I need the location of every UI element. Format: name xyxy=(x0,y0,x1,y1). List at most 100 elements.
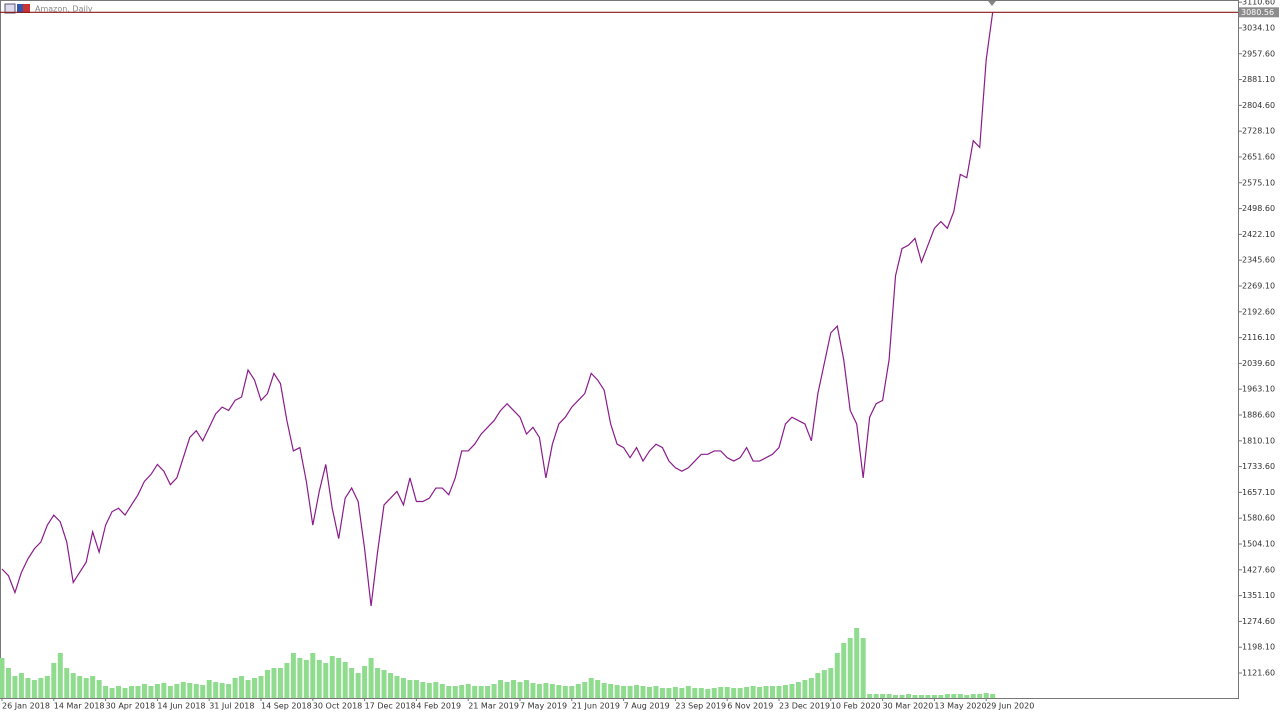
volume-bar xyxy=(912,695,918,698)
volume-bar xyxy=(388,673,393,698)
y-tick-label: 2039.60 xyxy=(1242,359,1275,368)
volume-bar xyxy=(439,684,445,698)
volume-bar xyxy=(310,653,316,698)
volume-bar xyxy=(893,695,899,698)
volume-bar xyxy=(284,663,290,698)
volume-bar xyxy=(271,668,277,698)
volume-bar xyxy=(757,687,763,698)
volume-bar xyxy=(931,695,937,698)
volume-bar xyxy=(614,685,620,698)
x-tick-label: 30 Mar 2020 xyxy=(883,702,934,711)
volume-bar xyxy=(239,676,245,698)
y-tick-label: 1351.10 xyxy=(1242,591,1275,600)
y-tick-label: 1810.10 xyxy=(1242,436,1275,445)
x-tick-label: 7 Aug 2019 xyxy=(624,702,670,711)
volume-bar xyxy=(647,687,652,698)
volume-bar xyxy=(485,686,491,698)
y-tick-label: 1198.10 xyxy=(1242,643,1275,652)
plot-frame xyxy=(0,0,1239,699)
x-tick-label: 14 Mar 2018 xyxy=(54,702,105,711)
volume-bar xyxy=(109,688,115,698)
volume-bar xyxy=(582,682,588,698)
volume-bar xyxy=(446,686,452,698)
volume-bar xyxy=(407,680,413,698)
y-tick-label: 2804.60 xyxy=(1242,101,1275,110)
x-tick-label: 30 Apr 2018 xyxy=(106,702,155,711)
x-tick-label: 23 Dec 2019 xyxy=(779,702,830,711)
volume-bar xyxy=(828,668,834,698)
volume-bar xyxy=(57,653,63,698)
volume-bar xyxy=(303,660,309,698)
y-tick-label: 1657.10 xyxy=(1242,488,1275,497)
volume-bar xyxy=(918,695,924,698)
x-tick-label: 31 Jul 2018 xyxy=(209,702,254,711)
volume-bar xyxy=(336,658,342,698)
volume-bar xyxy=(938,695,944,698)
y-tick-label: 3110.60 xyxy=(1242,0,1275,7)
x-tick-label: 26 Jan 2018 xyxy=(2,702,50,711)
volume-bar xyxy=(400,678,406,698)
icon xyxy=(23,4,30,13)
volume-bar xyxy=(906,694,911,698)
volume-bar xyxy=(944,694,950,698)
volume-bar xyxy=(588,678,594,698)
volume-bar xyxy=(44,676,50,698)
y-tick-label: 2957.60 xyxy=(1242,49,1275,58)
x-tick-label: 23 Sep 2019 xyxy=(675,702,726,711)
y-tick-label: 1580.60 xyxy=(1242,514,1275,523)
volume-bar xyxy=(219,683,225,698)
volume-bar xyxy=(433,682,439,698)
volume-bar xyxy=(5,668,11,698)
volume-bar xyxy=(808,678,814,698)
volume-bar xyxy=(873,694,879,698)
volume-bar xyxy=(705,689,711,698)
volume-bar xyxy=(498,680,504,698)
volume-bar xyxy=(329,656,335,698)
x-tick-label: 14 Jun 2018 xyxy=(157,702,205,711)
volume-bar xyxy=(472,686,478,698)
x-tick-label: 10 Feb 2020 xyxy=(831,702,881,711)
volume-bar xyxy=(290,653,296,698)
volume-bar xyxy=(141,684,147,698)
volume-bar xyxy=(854,628,860,698)
volume-bar xyxy=(459,685,465,698)
volume-bar xyxy=(815,673,821,698)
volume-bar xyxy=(25,678,31,698)
volume-bar xyxy=(562,686,568,698)
volume-bar xyxy=(167,686,173,698)
volume-bar xyxy=(983,693,989,698)
x-tick-label: 4 Feb 2019 xyxy=(416,702,461,711)
volume-bar xyxy=(595,680,601,698)
y-tick-label: 2422.10 xyxy=(1242,230,1275,239)
volume-bar xyxy=(718,687,724,698)
volume-bar xyxy=(180,682,186,698)
y-tick-label: 2116.10 xyxy=(1242,333,1275,342)
volume-bar xyxy=(698,688,704,698)
volume-bar xyxy=(355,673,361,698)
volume-bar xyxy=(685,686,691,698)
volume-bar xyxy=(323,663,329,698)
volume-bar xyxy=(653,686,659,698)
volume-bar xyxy=(523,680,529,698)
volume-bar xyxy=(841,643,847,698)
y-tick-label: 2881.10 xyxy=(1242,75,1275,84)
x-tick-label: 21 Mar 2019 xyxy=(468,702,519,711)
volume-bar xyxy=(964,695,970,698)
volume-bar xyxy=(129,686,134,698)
volume-bar xyxy=(426,683,432,698)
volume-bar xyxy=(103,686,109,698)
volume-bar xyxy=(232,678,238,698)
volume-bar xyxy=(206,680,212,698)
volume-bar xyxy=(763,686,769,698)
volume-bar xyxy=(634,685,640,698)
volume-bar xyxy=(174,684,180,698)
volume-bar xyxy=(135,686,141,698)
x-tick-label: 17 Dec 2018 xyxy=(365,702,416,711)
volume-bar xyxy=(83,678,89,698)
volume-bar xyxy=(504,682,510,698)
volume-bar xyxy=(200,685,206,698)
volume-bar xyxy=(31,680,37,698)
volume-bar xyxy=(375,668,381,698)
